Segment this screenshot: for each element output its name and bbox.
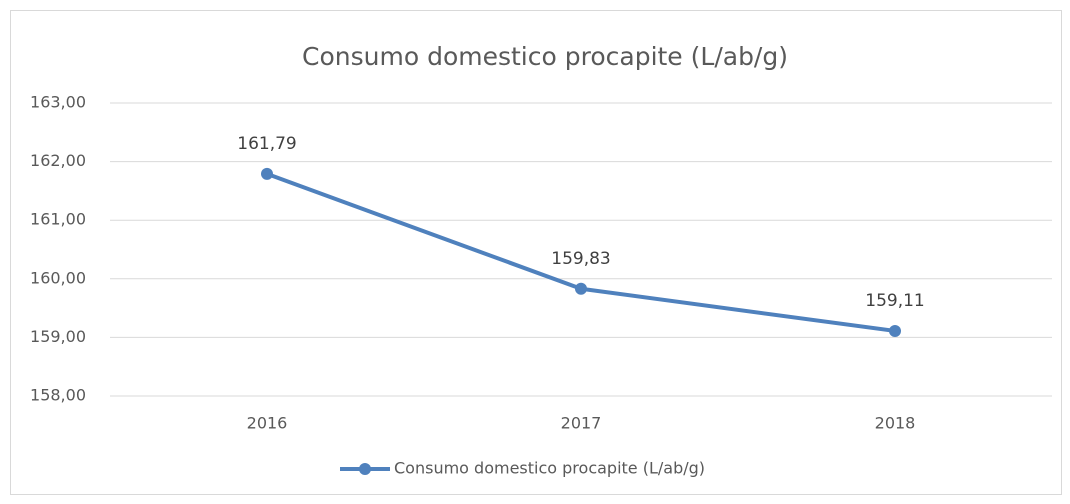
data-label: 159,11 (865, 291, 924, 311)
point (575, 282, 587, 295)
x-tick-label: 2018 (875, 414, 916, 433)
point (889, 324, 901, 337)
y-tick-label: 163,00 (30, 93, 86, 112)
data-label: 161,79 (237, 134, 296, 154)
y-tick-label: 160,00 (30, 268, 86, 287)
y-tick-label: 161,00 (30, 210, 86, 229)
legend-marker (359, 463, 371, 475)
legend-label: Consumo domestico procapite (L/ab/g) (394, 459, 705, 478)
y-tick-label: 162,00 (30, 151, 86, 170)
y-tick-label: 158,00 (30, 386, 86, 405)
chart-title: Consumo domestico procapite (L/ab/g) (302, 42, 788, 71)
chart-border (10, 10, 1062, 495)
y-tick-label: 159,00 (30, 327, 86, 346)
x-tick-label: 2017 (561, 414, 602, 433)
x-tick-label: 2016 (247, 414, 288, 433)
data-label: 159,83 (551, 249, 610, 269)
point (261, 167, 273, 180)
